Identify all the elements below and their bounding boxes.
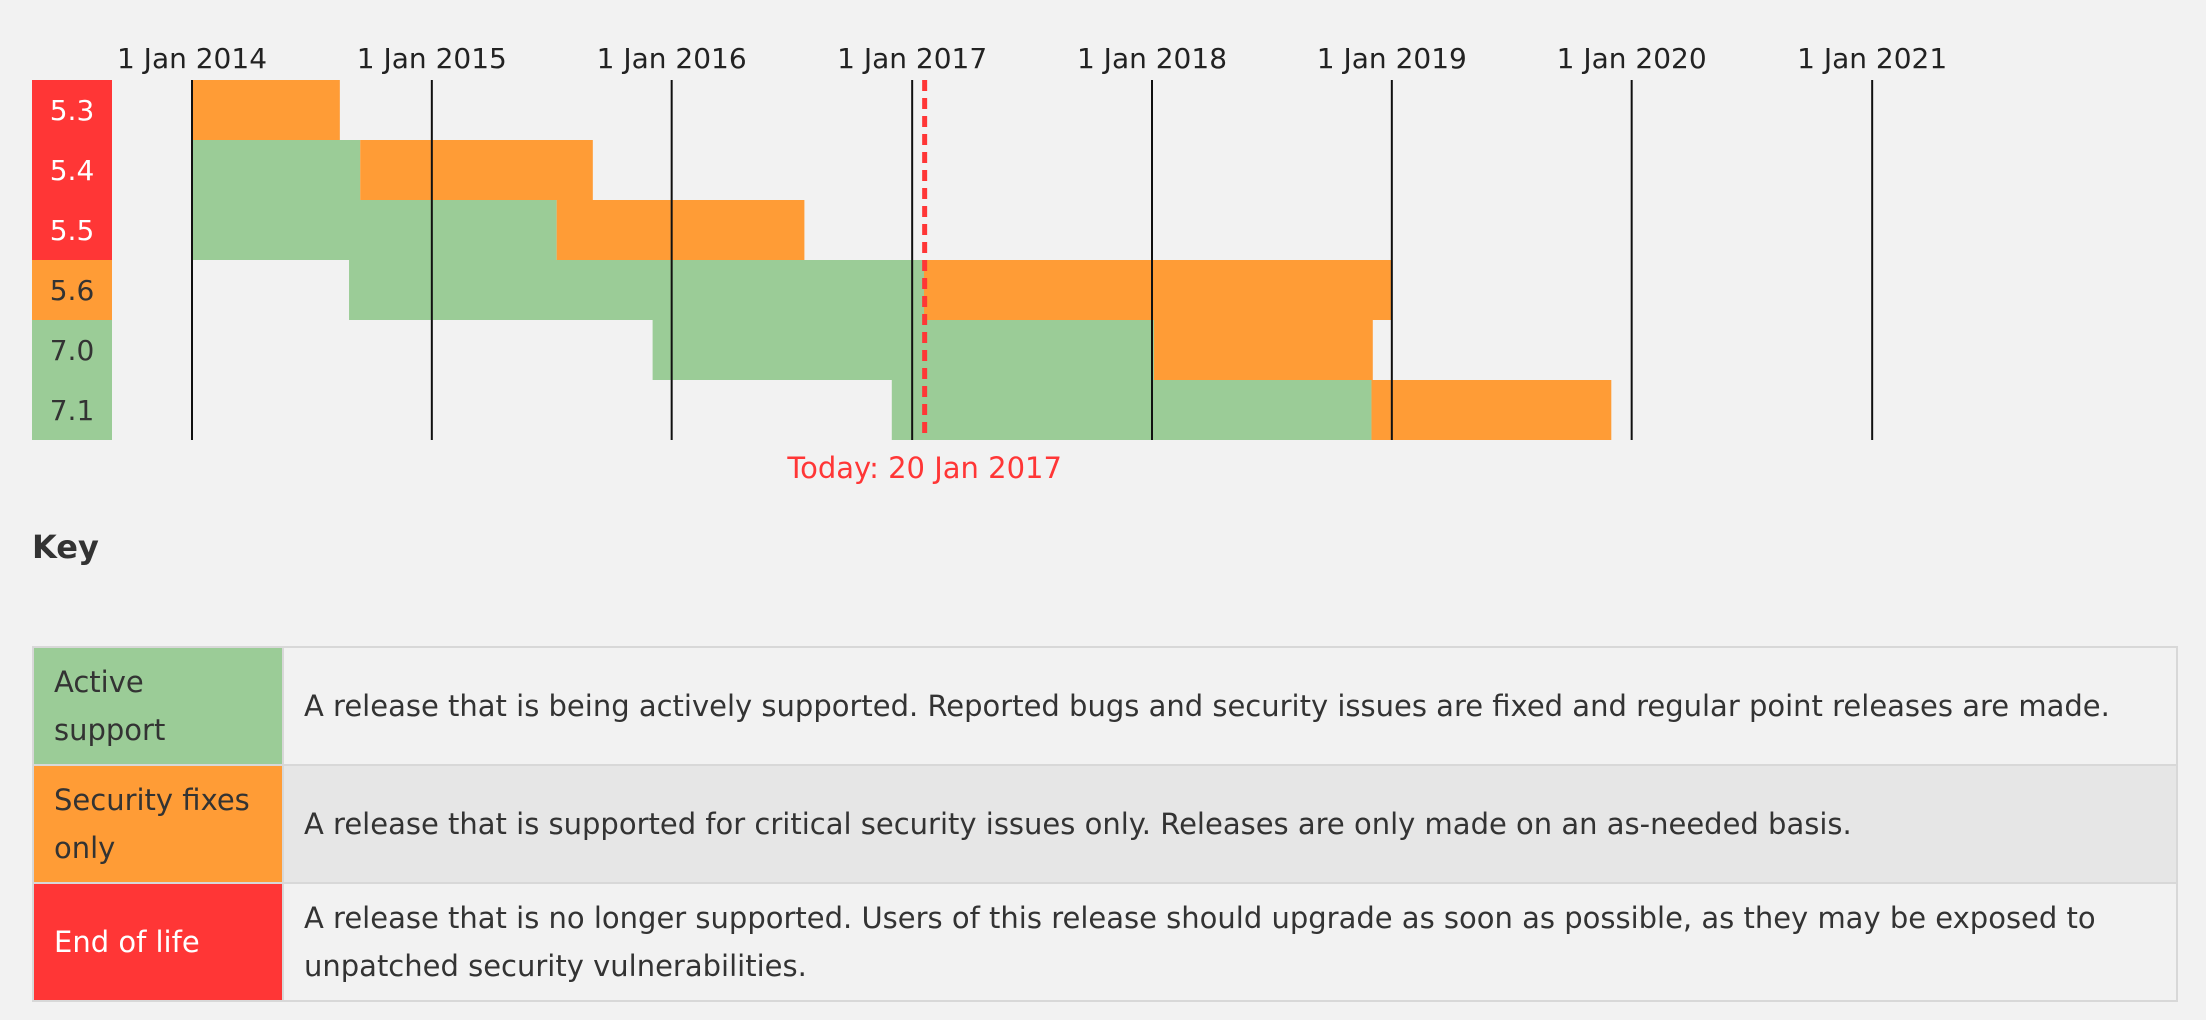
version-label-bg-5-6 (32, 260, 112, 320)
version-label-5-5: 5.5 (50, 214, 95, 247)
tick-label-2017: 1 Jan 2017 (837, 42, 987, 75)
key-row-active: Active support A release that is being a… (32, 646, 2178, 766)
tick-label-2020: 1 Jan 2020 (1557, 42, 1707, 75)
bar-security-5-6 (923, 260, 1392, 320)
version-label-7-0: 7.0 (50, 334, 95, 367)
key-title: Key (32, 528, 99, 566)
bar-security-5-4 (360, 140, 593, 200)
bar-active-5-5 (192, 200, 557, 260)
year-gridlines-layer: 1 Jan 2014 1 Jan 2015 1 Jan 2016 1 Jan 2017… (117, 42, 1947, 440)
tick-label-2019: 1 Jan 2019 (1317, 42, 1467, 75)
version-label-bg-5-4 (32, 140, 112, 200)
release-timeline-chart: 5.35.45.55.67.07.1 1 Jan 2014 1 Jan 2015 1… (32, 42, 1947, 485)
version-label-5-6: 5.6 (50, 274, 95, 307)
version-label-7-1: 7.1 (50, 394, 95, 427)
tick-label-2021: 1 Jan 2021 (1797, 42, 1947, 75)
key-row-eol: End of life A release that is no longer … (32, 882, 2178, 1002)
bar-active-5-6 (349, 260, 924, 320)
version-label-5-3: 5.3 (50, 94, 95, 127)
key-row-security: Security fixes only A release that is su… (32, 764, 2178, 884)
bar-security-5-5 (556, 200, 805, 260)
version-label-bg-5-3 (32, 80, 112, 140)
bar-active-7-0 (652, 320, 1154, 380)
key-description-active: A release that is being actively support… (282, 646, 2178, 766)
key-label-active: Active support (32, 646, 284, 766)
version-labels-layer: 5.3 5.4 5.5 5.6 7.0 7.1 (32, 80, 112, 440)
key-label-security: Security fixes only (32, 764, 284, 884)
today-marker-layer: Today: 20 Jan 2017 (786, 80, 1062, 485)
tick-label-2015: 1 Jan 2015 (357, 42, 507, 75)
key-description-security: A release that is supported for critical… (282, 764, 2178, 884)
today-label: Today: 20 Jan 2017 (786, 451, 1062, 485)
tick-label-2018: 1 Jan 2018 (1077, 42, 1227, 75)
key-table: Active support A release that is being a… (32, 646, 2178, 1002)
bar-security-7-1 (1371, 380, 1612, 440)
bars-layer (192, 80, 1612, 440)
bar-security-5-3 (192, 80, 340, 140)
version-label-bg-7-0 (32, 320, 112, 380)
bar-active-5-4 (192, 140, 361, 200)
version-label-bg-5-5 (32, 200, 112, 260)
bar-active-7-1 (891, 380, 1372, 440)
bar-security-7-0 (1153, 320, 1373, 380)
key-label-eol: End of life (32, 882, 284, 1002)
key-description-eol: A release that is no longer supported. U… (282, 882, 2178, 1002)
version-label-bg-7-1 (32, 380, 112, 440)
tick-label-2014: 1 Jan 2014 (117, 42, 267, 75)
version-label-5-4: 5.4 (50, 154, 95, 187)
tick-label-2016: 1 Jan 2016 (597, 42, 747, 75)
